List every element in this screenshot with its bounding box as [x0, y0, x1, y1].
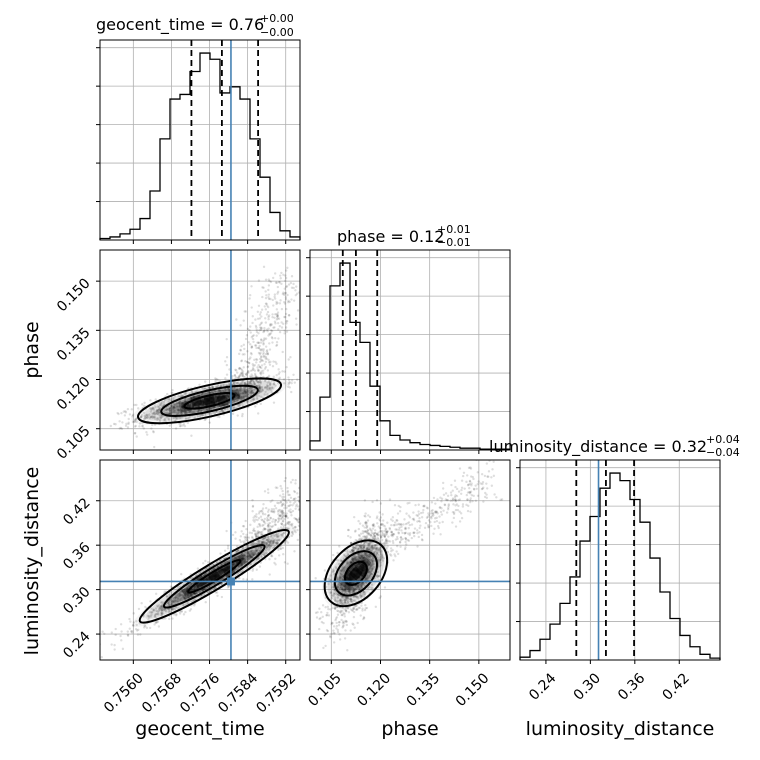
xtick-label-geocent_time-0: 0.7560 [101, 670, 147, 716]
title-geocent-time-sup: +0.00 [260, 12, 294, 25]
title-phase-sup: +0.01 [437, 223, 471, 236]
title-luminosity-distance-sub: −0.04 [706, 446, 740, 459]
xtick-label-phase-0: 0.105 [305, 670, 345, 710]
xtick-label-luminosity_distance-0: 0.24 [526, 670, 559, 703]
xlabel-phase: phase [381, 718, 438, 740]
ytick-label-luminosity_distance-1: 0.30 [60, 584, 93, 617]
ytick-label-luminosity_distance-2: 0.36 [60, 539, 93, 572]
grid-lines [100, 40, 720, 660]
histogram-geocent_time [99, 52, 301, 240]
axes-frame-2-2 [519, 459, 721, 661]
axes-frame-1-1 [309, 249, 511, 451]
contour-0-1 [160, 384, 259, 417]
xlabel-luminosity-distance: luminosity_distance [526, 718, 715, 740]
axes-frames [96, 39, 721, 664]
xtick-label-luminosity_distance-2: 0.36 [615, 670, 648, 703]
axes-frame-0-1 [99, 249, 301, 451]
density-panel-geocent_time-luminosity_distance [100, 460, 300, 660]
truth-marker-1 [226, 577, 235, 586]
title-luminosity-distance-sup: +0.04 [706, 433, 740, 446]
ytick-label-luminosity_distance-3: 0.42 [60, 495, 93, 528]
plot-marks [99, 40, 721, 660]
ytick-label-phase-3: 0.150 [54, 275, 94, 315]
ytick-label-phase-0: 0.105 [54, 423, 94, 463]
contour-2-0 [323, 539, 389, 608]
xtick-label-geocent_time-1: 0.7568 [139, 670, 185, 716]
xtick-label-luminosity_distance-3: 0.42 [660, 670, 693, 703]
ylabel-phase: phase [21, 321, 43, 378]
title-luminosity-distance: luminosity_distance = 0.32 [489, 437, 707, 457]
xlabel-geocent-time: geocent_time [135, 718, 264, 740]
xtick-label-geocent_time-2: 0.7576 [177, 670, 223, 716]
contour-0-0 [137, 377, 283, 425]
ytick-label-phase-1: 0.120 [54, 374, 94, 414]
title-phase-sub: −0.01 [437, 236, 471, 249]
title-phase: phase = 0.12 [337, 227, 444, 246]
xtick-label-phase-1: 0.120 [354, 670, 394, 710]
xtick-label-luminosity_distance-1: 0.30 [571, 670, 604, 703]
xtick-label-geocent_time-4: 0.7592 [253, 670, 299, 716]
title-geocent-time-sub: −0.00 [260, 26, 294, 39]
contour-2-1 [333, 550, 378, 597]
xtick-label-phase-3: 0.150 [453, 670, 493, 710]
density-panel-phase-luminosity_distance [310, 460, 510, 652]
density-panel-geocent_time-phase [109, 250, 300, 450]
title-geocent-time: geocent_time = 0.76 [96, 15, 264, 35]
contour-1-1 [162, 544, 266, 609]
axes-frame-0-2 [99, 459, 301, 661]
xtick-label-phase-2: 0.135 [404, 670, 444, 710]
histogram-phase [309, 262, 511, 450]
axes-frame-0-0 [99, 39, 301, 241]
ylabel-luminosity-distance: luminosity_distance [21, 467, 43, 656]
histogram-luminosity_distance [519, 472, 721, 660]
contour-0-2 [183, 391, 236, 410]
ytick-label-luminosity_distance-0: 0.24 [60, 628, 93, 661]
contour-1-0 [138, 528, 290, 624]
xtick-label-geocent_time-3: 0.7584 [215, 670, 261, 716]
axes-frame-1-2 [309, 459, 511, 661]
ytick-label-phase-2: 0.135 [54, 325, 94, 365]
contour-2-2 [343, 560, 368, 586]
